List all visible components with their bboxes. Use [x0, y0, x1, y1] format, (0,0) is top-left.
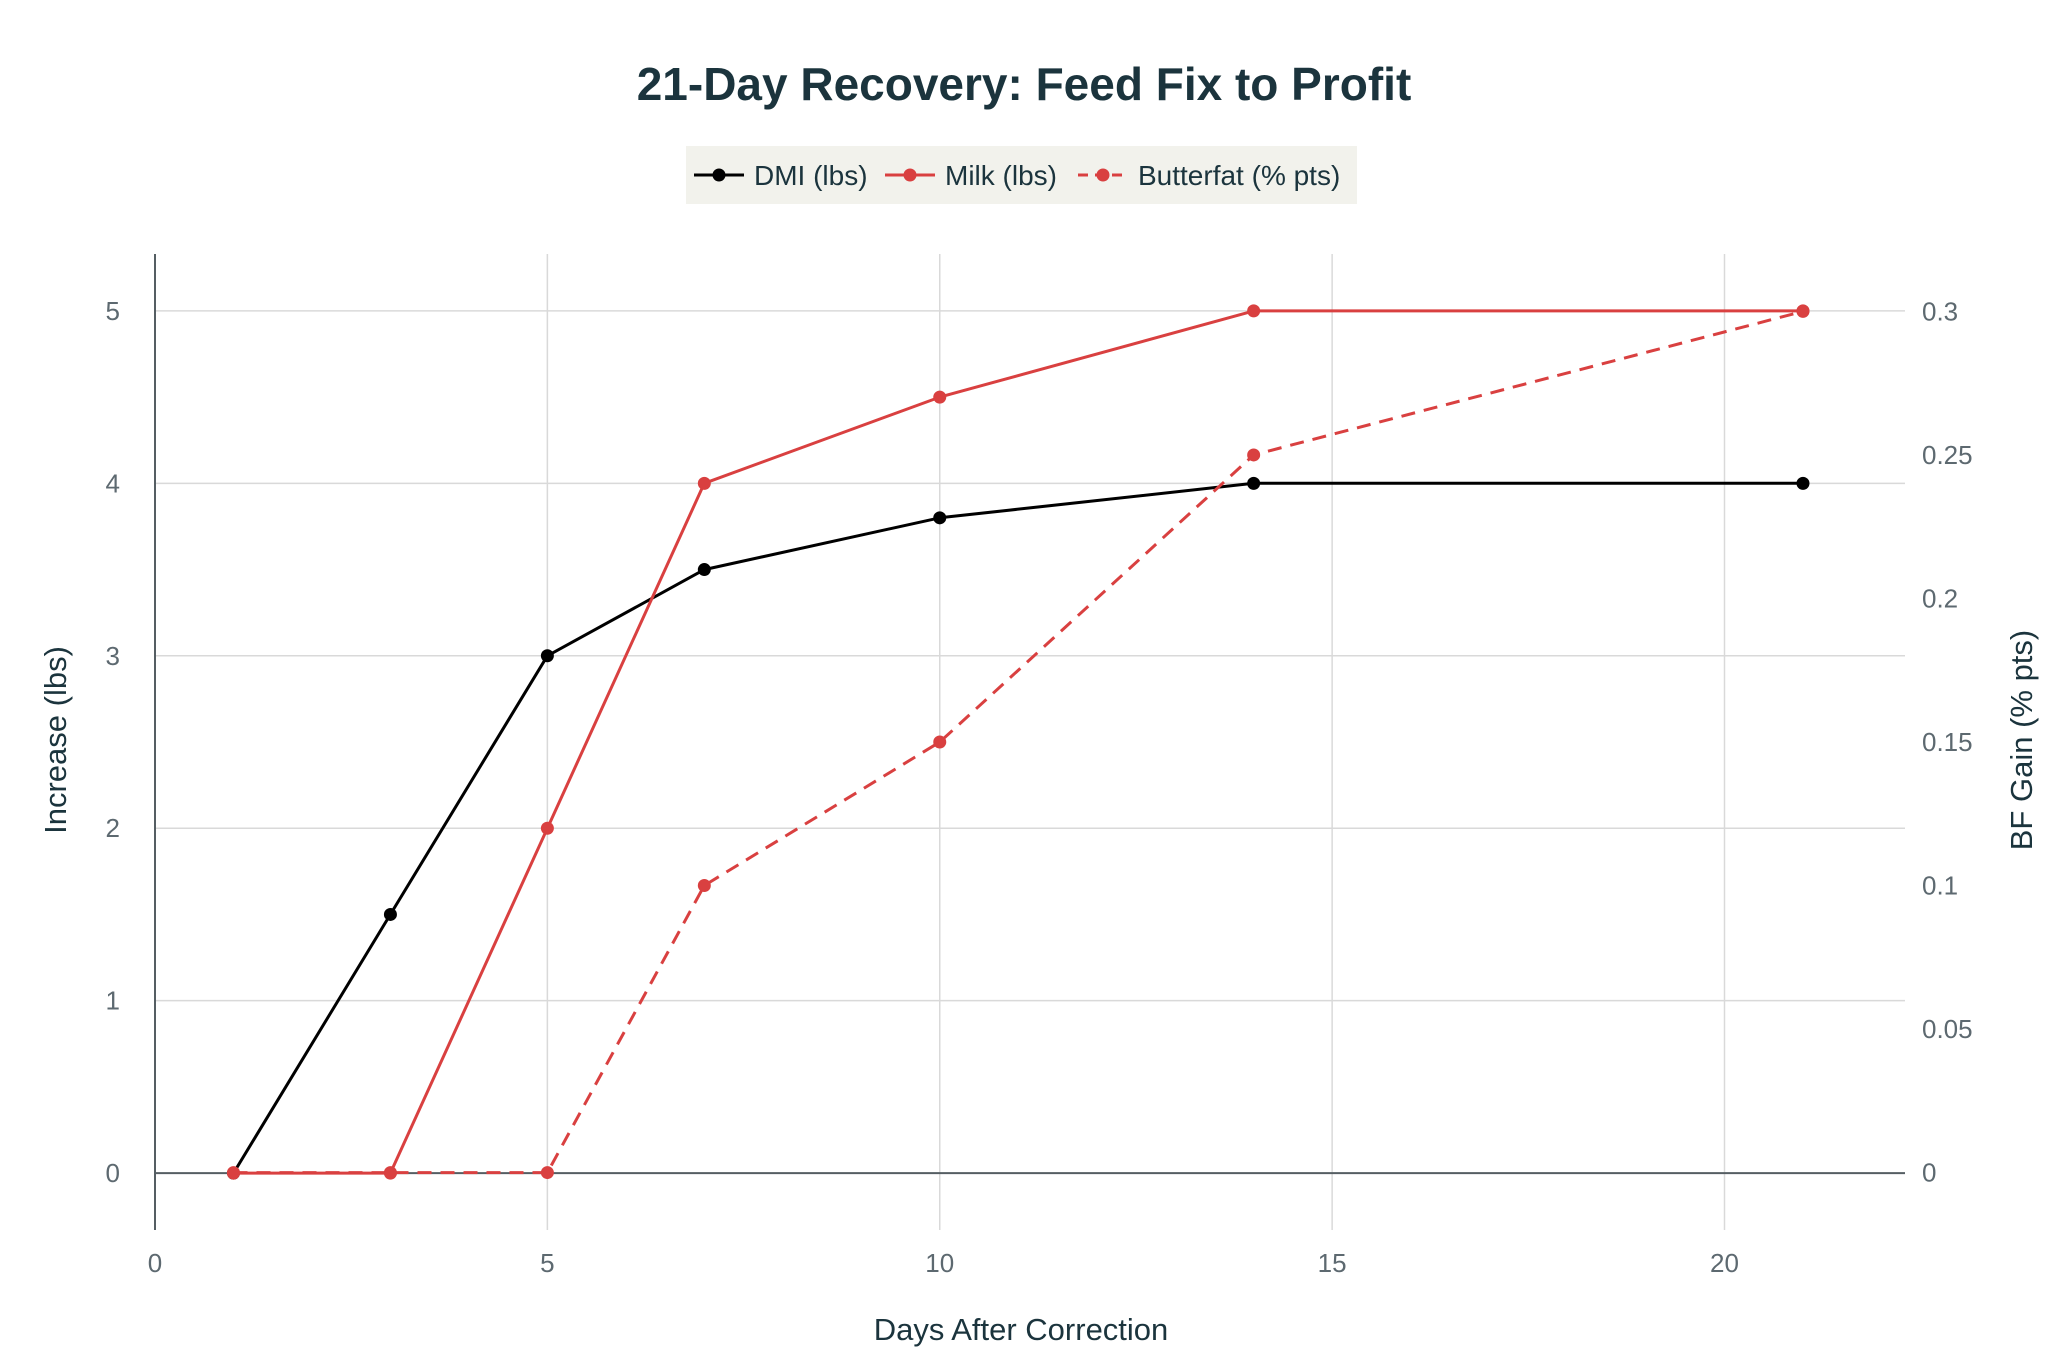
data-point [226, 1166, 240, 1180]
chart-title: 21-Day Recovery: Feed Fix to Profit [637, 58, 1412, 110]
y2-tick-label: 0 [1922, 1158, 1936, 1188]
data-point [697, 563, 711, 577]
data-point [383, 1166, 397, 1180]
data-point [1796, 476, 1810, 490]
data-point [383, 907, 397, 921]
series-line-3 [233, 309, 1804, 1175]
legend-swatch-marker [712, 168, 726, 182]
y2-tick-label: 0.05 [1922, 1014, 1973, 1044]
y2-tick-label: 0.25 [1922, 440, 1973, 470]
legend: DMI (lbs) Milk (lbs) Butterfat (% pts) [686, 146, 1357, 204]
y2-tick-label: 0.2 [1922, 583, 1958, 613]
x-axis-title: Days After Correction [874, 1312, 1169, 1347]
data-point [933, 511, 947, 525]
legend-background [686, 146, 1357, 204]
data-point [1247, 304, 1261, 318]
legend-label: Butterfat (% pts) [1138, 160, 1340, 191]
data-point [1247, 476, 1261, 490]
x-tick-label: 15 [1318, 1248, 1347, 1278]
y-tick-label: 1 [106, 986, 120, 1016]
data-point [540, 1166, 554, 1180]
data-point [933, 735, 947, 749]
y-tick-label: 3 [106, 641, 120, 671]
y-tick-label: 0 [106, 1158, 120, 1188]
y2-tick-label: 0.15 [1922, 727, 1973, 757]
axes: 0 5 10 15 20 0 1 2 3 4 5 0 0.05 0.1 0.15 0.2 0.25 0.3 [106, 254, 1973, 1278]
y-tick-label: 2 [106, 813, 120, 843]
legend-label: Milk (lbs) [945, 160, 1057, 191]
legend-swatch-marker [903, 168, 917, 182]
data-point [1796, 304, 1810, 318]
y-tick-label: 4 [106, 468, 120, 498]
data-point [697, 879, 711, 893]
x-tick-label: 20 [1710, 1248, 1739, 1278]
data-point [540, 821, 554, 835]
data-point [540, 649, 554, 663]
x-tick-label: 5 [540, 1248, 554, 1278]
y-axis-title: Increase (lbs) [38, 646, 73, 834]
legend-swatch-marker [1096, 168, 1110, 182]
y2-tick-label: 0.3 [1922, 296, 1958, 326]
y2-tick-label: 0.1 [1922, 871, 1958, 901]
y-tick-label: 5 [106, 296, 120, 326]
gridlines [155, 254, 1905, 1230]
x-tick-label: 10 [925, 1248, 954, 1278]
data-point [697, 476, 711, 490]
data-point [1247, 448, 1261, 462]
y2-axis-title: BF Gain (% pts) [2004, 630, 2039, 851]
series-layer [226, 304, 1810, 1180]
x-tick-label: 0 [148, 1248, 162, 1278]
legend-label: DMI (lbs) [754, 160, 868, 191]
series-line-2 [233, 309, 1803, 1175]
data-point [933, 390, 947, 404]
